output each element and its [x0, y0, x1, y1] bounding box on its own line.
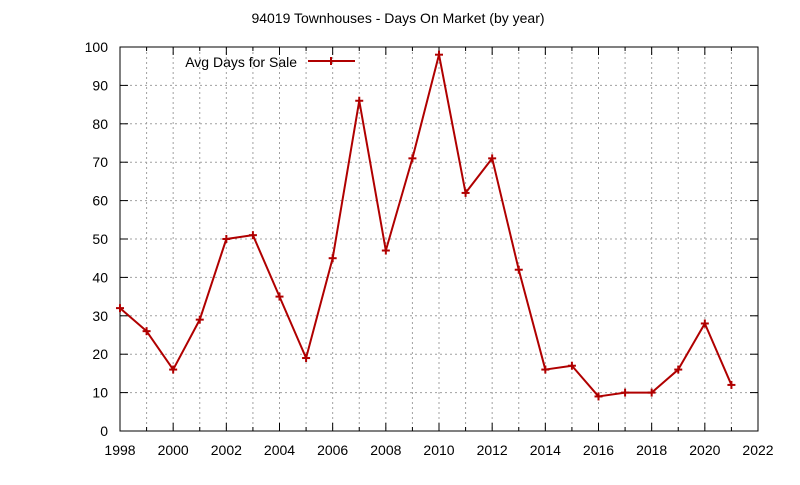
x-tick-label: 2004: [264, 442, 295, 458]
data-point-marker: [514, 265, 523, 274]
y-tick-label: 10: [92, 385, 108, 401]
data-point-marker: [700, 319, 709, 328]
y-tick-label: 70: [92, 154, 108, 170]
x-tick-label: 2002: [211, 442, 242, 458]
legend-label: Avg Days for Sale: [185, 54, 297, 70]
data-point-marker: [674, 365, 683, 374]
x-tick-label: 1998: [104, 442, 135, 458]
data-point-marker: [355, 96, 364, 105]
data-point-marker: [541, 365, 550, 374]
data-point-marker: [195, 315, 204, 324]
data-point-marker: [302, 354, 311, 363]
y-tick-label: 60: [92, 193, 108, 209]
x-tick-label: 2006: [317, 442, 348, 458]
y-tick-label: 50: [92, 231, 108, 247]
data-point-marker: [275, 292, 284, 301]
data-point-marker: [327, 57, 335, 65]
data-point-marker: [222, 235, 231, 243]
x-tick-label: 2016: [583, 442, 614, 458]
y-tick-label: 90: [92, 77, 108, 93]
series-line: [119, 53, 733, 398]
chart-title: 94019 Townhouses - Days On Market (by ye…: [251, 10, 544, 26]
x-tick-label: 2012: [477, 442, 508, 458]
data-point-marker: [727, 380, 736, 389]
y-tick-label: 40: [92, 269, 108, 285]
y-tick-label: 30: [92, 308, 108, 324]
x-tick-label: 2020: [689, 442, 720, 458]
data-point-marker: [594, 392, 603, 401]
y-tick-label: 20: [92, 346, 108, 362]
x-tick-label: 2008: [370, 442, 401, 458]
data-point-marker: [169, 365, 178, 374]
y-tick-label: 100: [85, 39, 109, 55]
data-point-marker: [248, 231, 257, 240]
data-point-marker: [142, 327, 151, 336]
series-layer: [116, 50, 736, 401]
data-point-marker: [621, 388, 630, 397]
data-point-marker: [381, 246, 390, 255]
x-tick-label: 2000: [158, 442, 189, 458]
x-tick-label: 2018: [636, 442, 667, 458]
grid-lines: [120, 47, 758, 431]
data-point-marker: [435, 50, 443, 59]
legend: Avg Days for Sale: [185, 54, 355, 70]
data-point-marker: [116, 304, 124, 313]
data-point-marker: [647, 388, 656, 397]
data-point-marker: [408, 154, 417, 163]
data-point-marker: [488, 154, 497, 163]
data-point-marker: [461, 188, 470, 197]
y-tick-label: 80: [92, 116, 108, 132]
axes: 1998 2000 2002 2004 2006 2008 2010 2012 2014 2016…: [85, 39, 774, 458]
x-tick-label: 2014: [530, 442, 561, 458]
data-point-marker: [567, 361, 576, 370]
x-tick-label: 2010: [423, 442, 454, 458]
y-tick-label: 0: [100, 423, 108, 439]
data-point-marker: [328, 254, 337, 263]
x-tick-label: 2022: [742, 442, 773, 458]
